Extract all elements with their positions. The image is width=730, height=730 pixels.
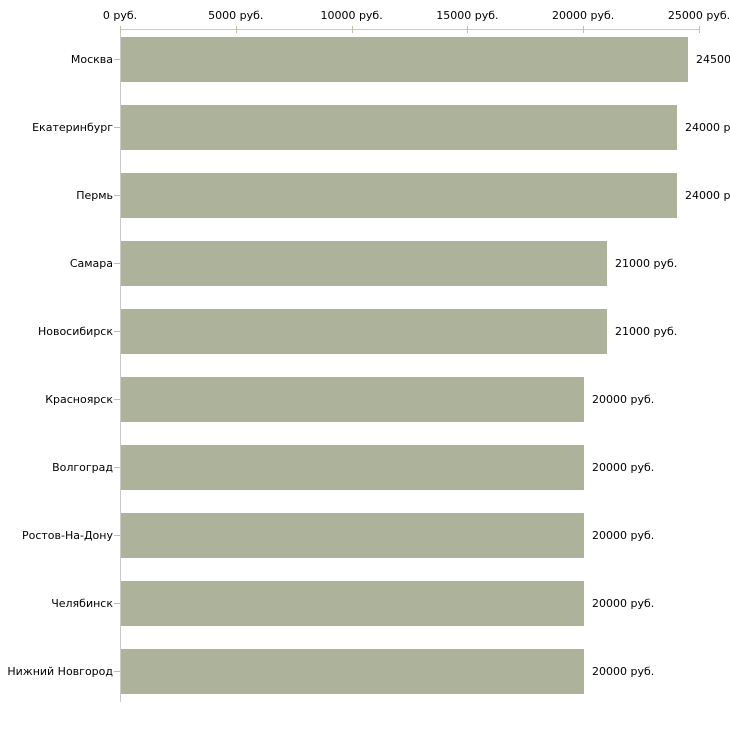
value-label: 24000 руб.	[685, 188, 730, 202]
bar-2	[121, 173, 677, 218]
value-label: 20000 руб.	[592, 596, 655, 610]
x-axis-tick-label: 25000 руб.	[667, 9, 730, 22]
category-label: Новосибирск	[37, 324, 113, 338]
y-axis-tick	[114, 58, 120, 60]
y-axis-tick	[114, 262, 120, 264]
category-label: Челябинск	[51, 596, 113, 610]
value-label: 20000 руб.	[592, 392, 655, 406]
y-axis-tick	[114, 602, 120, 604]
x-axis-tick	[120, 26, 121, 33]
bar-9	[121, 649, 584, 694]
x-axis-tick-label: 20000 руб.	[552, 9, 615, 22]
value-label: 20000 руб.	[592, 528, 655, 542]
x-axis-tick-label: 5000 руб.	[208, 9, 264, 22]
value-label: 20000 руб.	[592, 664, 655, 678]
bar-0	[121, 37, 688, 82]
value-label: 21000 руб.	[615, 324, 678, 338]
y-axis-tick	[114, 670, 120, 672]
y-axis-tick	[114, 126, 120, 128]
category-label: Екатеринбург	[32, 120, 113, 134]
category-label: Нижний Новгород	[7, 664, 113, 678]
category-label: Красноярск	[45, 392, 113, 406]
category-label: Москва	[70, 52, 113, 66]
category-label: Пермь	[76, 188, 113, 202]
value-label: 20000 руб.	[592, 460, 655, 474]
y-axis-tick	[114, 194, 120, 196]
value-label: 24500 руб.	[696, 52, 730, 66]
x-axis-tick	[699, 26, 700, 33]
x-axis-line	[120, 29, 700, 30]
value-label: 21000 руб.	[615, 256, 678, 270]
bar-1	[121, 105, 677, 150]
y-axis-tick	[114, 466, 120, 468]
category-label: Ростов-На-Дону	[21, 528, 113, 542]
value-label: 24000 руб.	[685, 120, 730, 134]
y-axis-tick	[114, 398, 120, 400]
x-axis-tick-label: 0 руб.	[102, 9, 138, 22]
y-axis-tick	[114, 534, 120, 536]
bar-7	[121, 513, 584, 558]
bar-5	[121, 377, 584, 422]
x-axis-tick	[467, 26, 469, 33]
category-label: Волгоград	[52, 460, 113, 474]
x-axis-tick-label: 10000 руб.	[320, 9, 383, 22]
category-label: Самара	[69, 256, 113, 270]
x-axis-tick	[235, 26, 237, 33]
y-axis-line	[120, 29, 121, 702]
bar-6	[121, 445, 584, 490]
bar-3	[121, 241, 607, 286]
y-axis-tick	[114, 330, 120, 332]
x-axis-tick-label: 15000 руб.	[436, 9, 499, 22]
x-axis-tick	[351, 26, 353, 33]
bar-8	[121, 581, 584, 626]
bar-4	[121, 309, 607, 354]
x-axis-tick	[583, 26, 585, 33]
